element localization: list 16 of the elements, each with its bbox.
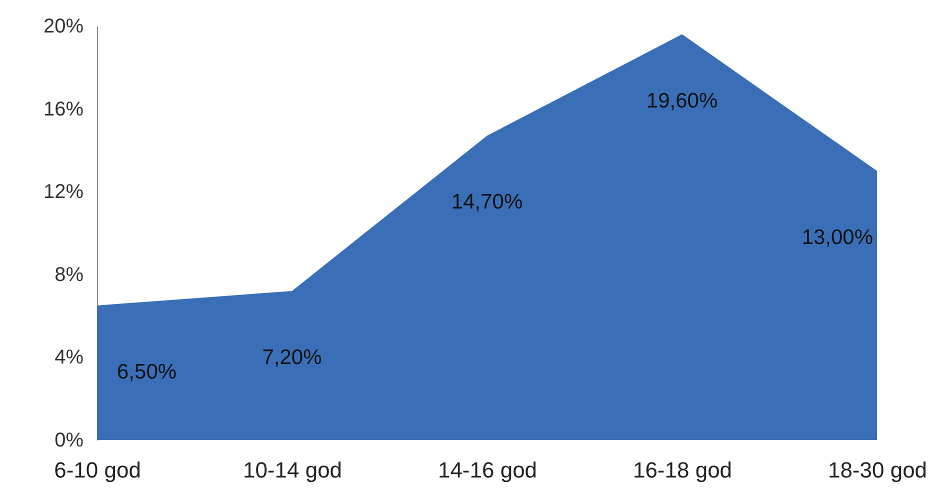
y-tick-label: 16%	[43, 98, 84, 120]
y-tick-label: 4%	[54, 346, 84, 369]
x-tick-label: 14-16 god	[438, 458, 538, 482]
x-tick-label: 6-10 god	[54, 458, 141, 482]
data-label: 14,70%	[451, 190, 523, 214]
x-tick-label: 18-30 god	[828, 458, 928, 482]
y-tick-label: 20%	[43, 16, 84, 38]
x-tick-label: 10-14 god	[242, 458, 342, 482]
y-tick-label: 12%	[43, 181, 84, 204]
x-tick-label: 16-18 god	[632, 458, 732, 482]
data-label: 13,00%	[802, 226, 873, 249]
y-tick-label: 0%	[54, 430, 84, 452]
data-label: 7,20%	[262, 346, 322, 369]
data-label: 6,50%	[117, 360, 177, 384]
data-label: 19,60%	[646, 89, 718, 112]
y-tick-label: 8%	[54, 264, 84, 286]
